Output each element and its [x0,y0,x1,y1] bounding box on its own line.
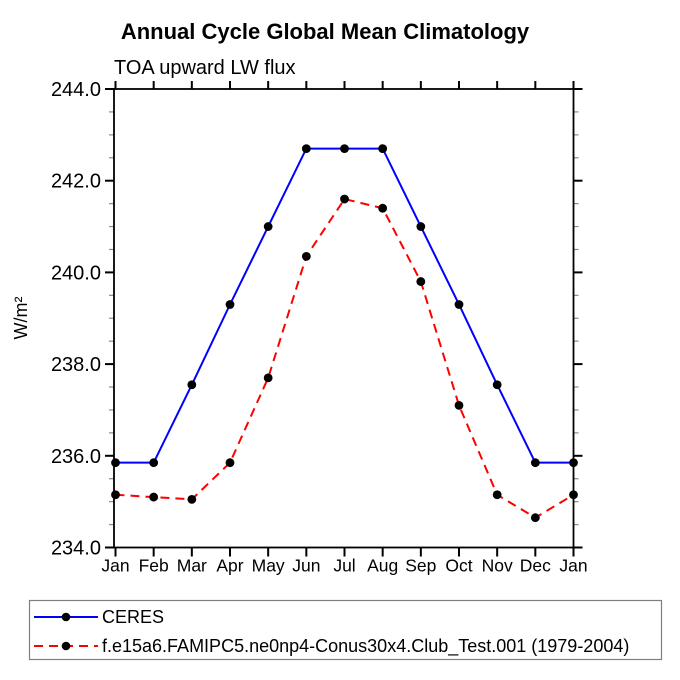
model-point [111,490,120,500]
ceres-point [263,222,273,231]
x-tick-label: Oct [445,556,472,576]
model-point [416,277,426,286]
x-tick-label: Aug [367,556,398,576]
y-tick-label: 234.0 [51,538,101,560]
ceres-point [416,222,426,231]
x-tick-label: Sep [405,556,436,576]
ceres-legend-marker [61,612,71,622]
model-legend-label: f.e15a6.FAMIPC5.ne0np4-Conus30x4.Club_Te… [102,636,629,657]
model-point [263,373,273,383]
legend-border [28,599,663,661]
model-legend-marker [61,641,71,651]
ceres-point [340,144,349,154]
x-tick-label: Jan [559,556,587,576]
ceres-point [530,458,540,468]
y-axis-label: W/m² [11,297,31,340]
y-tick-label: 244.0 [51,79,101,101]
x-tick-label: Feb [139,556,169,576]
plot-area: 234.0 236.0 238.0 240.0 242.0 244.0 Jan Feb Mar A… [51,79,588,576]
y-tick-label: 242.0 [51,171,101,193]
model-point [530,513,540,523]
model-point [569,490,578,500]
ceres-legend-label: CERES [102,607,164,627]
ceres-point [301,144,311,154]
ceres-point [378,144,388,154]
ceres-point [569,458,578,468]
ceres-point [111,458,120,468]
model-point [187,494,197,504]
legend: CERES f.e15a6.FAMIPC5.ne0np4-Conus30x4.C… [28,599,663,661]
model-point [492,490,502,500]
model-point [454,400,464,410]
plot-frame [113,88,575,549]
model-point [149,492,159,502]
model-point [378,203,388,213]
ceres-point [187,380,197,390]
y-tick-label: 238.0 [51,354,101,376]
x-tick-label: Mar [177,556,207,576]
x-tick-label: Jul [333,556,355,576]
legend-entry-ceres: CERES [34,607,164,627]
x-tick-label: Dec [520,556,551,576]
ceres-point [492,380,502,390]
ceres-point [225,300,235,309]
y-tick-label: 240.0 [51,262,101,284]
ceres-point [149,458,159,468]
chart-subtitle: TOA upward LW flux [114,57,296,79]
model-point [340,194,349,204]
model-point [225,458,235,468]
x-tick-label: Apr [216,556,243,576]
x-tick-label: Nov [482,556,513,576]
model-point [301,251,311,261]
legend-entry-model: f.e15a6.FAMIPC5.ne0np4-Conus30x4.Club_Te… [34,636,629,657]
x-tick-label: Jun [292,556,320,576]
x-tick-label: May [252,556,285,576]
model-line [115,197,575,519]
y-tick-label: 236.0 [51,446,101,468]
x-tick-label: Jan [101,556,129,576]
ceres-point [454,300,464,309]
chart-title: Annual Cycle Global Mean Climatology [121,19,530,44]
